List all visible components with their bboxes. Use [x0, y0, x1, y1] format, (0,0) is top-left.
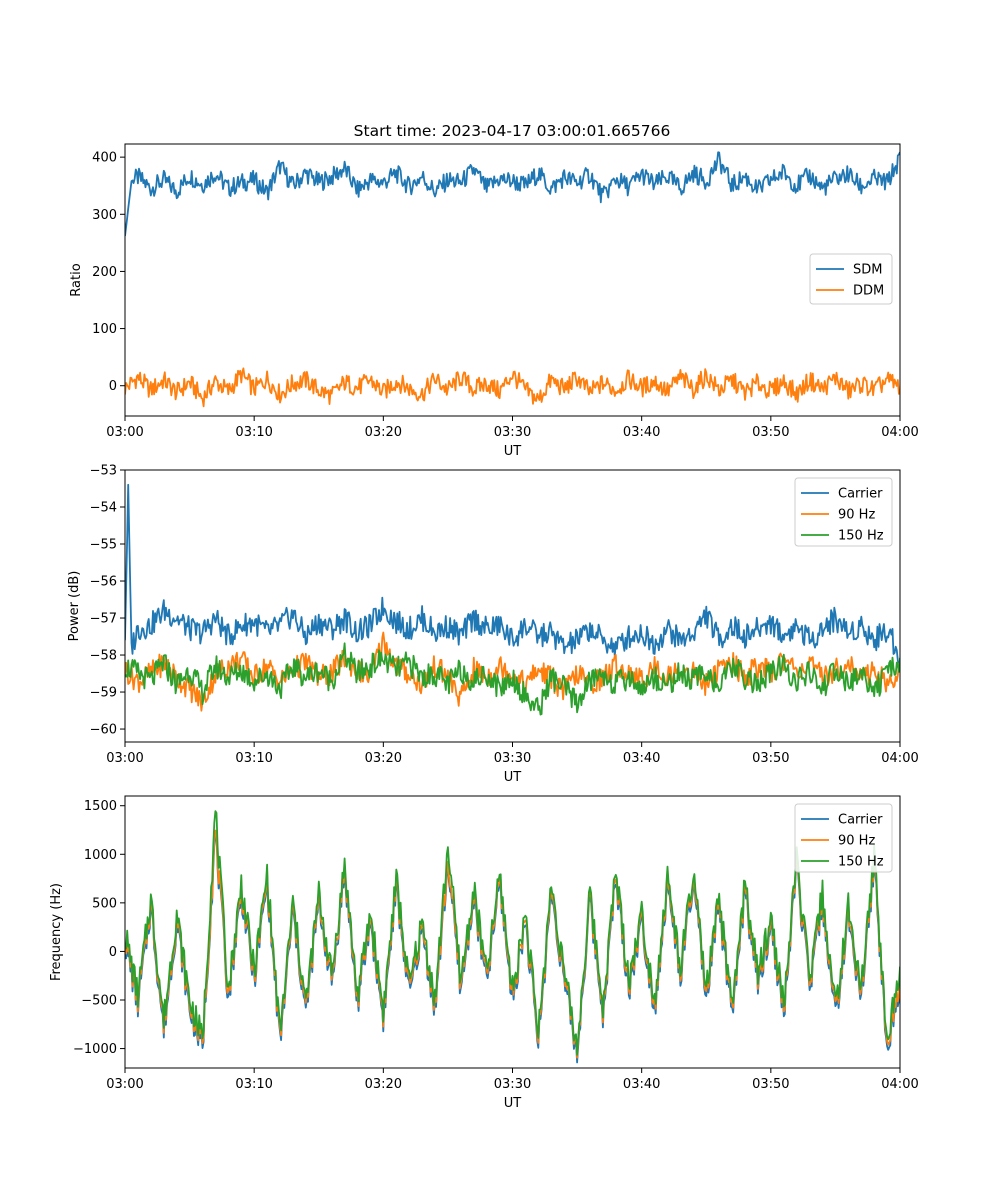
y-tick-label: −59 — [90, 686, 117, 701]
series-line-150-hz — [125, 810, 900, 1056]
y-tick-label: −1000 — [73, 1042, 117, 1057]
x-tick-label: 03:40 — [623, 1077, 660, 1092]
x-tick-label: 04:00 — [881, 1077, 918, 1092]
legend: SDM DDM — [809, 253, 893, 305]
chart-panel-1: 03:00 03:10 03:20 03:30 03:40 03:50 04:00 0 100 2… — [69, 143, 919, 459]
chart-panel-2: 03:00 03:10 03:20 03:30 03:40 03:50 04:00 −60 −5… — [67, 464, 919, 786]
y-tick-label: −53 — [90, 464, 117, 479]
x-tick-label: 03:50 — [752, 425, 789, 440]
x-tick-label: 03:50 — [752, 751, 789, 766]
legend: Carrier 90 Hz 150 Hz — [794, 803, 893, 873]
x-axis-label: UT — [504, 770, 522, 785]
x-tick-label: 04:00 — [881, 751, 918, 766]
x-tick-label: 03:00 — [106, 425, 143, 440]
x-tick-label: 03:10 — [235, 425, 272, 440]
y-tick-label: −500 — [81, 994, 117, 1009]
series-line-carrier — [125, 483, 900, 665]
x-tick-label: 03:00 — [106, 751, 143, 766]
x-tick-label: 03:30 — [494, 751, 531, 766]
legend-entry: 90 Hz — [838, 508, 875, 523]
y-tick-label: −58 — [90, 649, 117, 664]
y-tick-label: −55 — [90, 538, 117, 553]
x-axis-label: UT — [504, 1096, 522, 1111]
x-tick-label: 03:20 — [365, 425, 402, 440]
y-tick-label: 0 — [109, 945, 117, 960]
y-tick-label: 400 — [92, 151, 117, 166]
x-tick-label: 03:10 — [235, 1077, 272, 1092]
legend: Carrier 90 Hz 150 Hz — [794, 477, 893, 547]
chart-panel-3: 03:00 03:10 03:20 03:30 03:40 03:50 04:00 −1000… — [49, 795, 919, 1111]
y-tick-label: −60 — [90, 723, 117, 738]
legend-box — [809, 253, 893, 305]
y-axis-label: Power (dB) — [67, 571, 82, 642]
legend-entry: Carrier — [838, 813, 883, 828]
y-tick-label: 1500 — [84, 799, 117, 814]
y-tick-label: 200 — [92, 265, 117, 280]
x-tick-label: 03:10 — [235, 751, 272, 766]
series-line-150-hz — [125, 642, 900, 716]
y-tick-label: 0 — [109, 379, 117, 394]
legend-entry: DDM — [853, 284, 884, 299]
y-tick-label: 300 — [92, 208, 117, 223]
series-line-ddm — [125, 367, 900, 408]
x-axis-label: UT — [504, 444, 522, 459]
y-axis-label: Frequency (Hz) — [49, 883, 64, 981]
y-axis-label: Ratio — [69, 263, 84, 296]
y-tick-label: −56 — [90, 575, 117, 590]
chart-panels: 03:00 03:10 03:20 03:30 03:40 03:50 04:00 0 100 2… — [49, 143, 919, 1111]
legend-box — [794, 803, 893, 873]
x-tick-label: 03:50 — [752, 1077, 789, 1092]
x-tick-label: 03:00 — [106, 1077, 143, 1092]
y-tick-label: 1000 — [84, 848, 117, 863]
x-tick-label: 03:20 — [365, 1077, 402, 1092]
y-tick-label: −54 — [90, 501, 117, 516]
x-tick-label: 03:30 — [494, 1077, 531, 1092]
series-line-sdm — [125, 151, 900, 237]
legend-entry: 90 Hz — [838, 834, 875, 849]
x-tick-label: 03:40 — [623, 751, 660, 766]
y-tick-label: −57 — [90, 612, 117, 627]
x-tick-label: 03:40 — [623, 425, 660, 440]
legend-entry: Carrier — [838, 487, 883, 502]
x-tick-label: 03:20 — [365, 751, 402, 766]
y-tick-label: 100 — [92, 322, 117, 337]
x-tick-label: 03:30 — [494, 425, 531, 440]
x-tick-label: 04:00 — [881, 425, 918, 440]
legend-entry: 150 Hz — [838, 855, 884, 870]
legend-box — [794, 477, 893, 547]
legend-entry: 150 Hz — [838, 529, 884, 544]
y-tick-label: 500 — [92, 896, 117, 911]
figure-title: Start time: 2023-04-17 03:00:01.665766 — [354, 122, 671, 140]
legend-entry: SDM — [853, 263, 882, 278]
